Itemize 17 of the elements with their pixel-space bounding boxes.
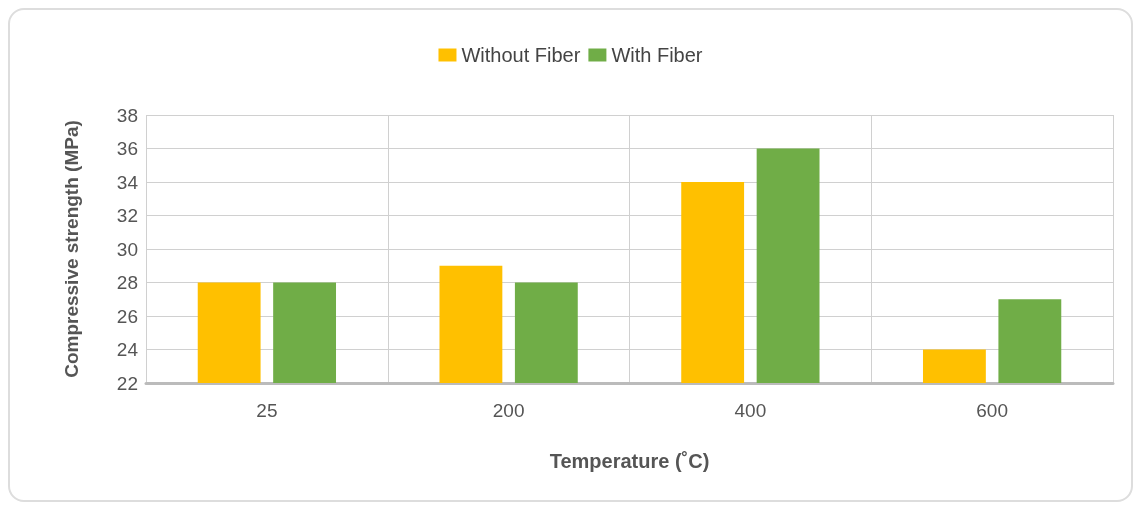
x-tick-label: 600 xyxy=(976,400,1008,421)
y-tick-label: 28 xyxy=(116,272,138,293)
y-tick-label: 32 xyxy=(116,205,138,226)
y-tick-label: 34 xyxy=(116,171,139,193)
y-tick-label: 26 xyxy=(116,305,138,327)
y-axis-title: Compressive strength (MPa) xyxy=(61,120,82,378)
x-axis-title: Temperature (˚C) xyxy=(549,450,710,472)
legend-label: Without Fiber xyxy=(461,44,581,66)
x-tick-label: 25 xyxy=(256,400,278,421)
y-tick-label: 24 xyxy=(116,339,139,360)
x-tick-label: 400 xyxy=(734,400,767,421)
y-tick-label: 30 xyxy=(116,238,138,260)
y-tick-label: 22 xyxy=(116,372,138,394)
y-tick-label: 38 xyxy=(116,104,138,126)
x-tick-label: 200 xyxy=(492,400,525,421)
legend-label: With Fiber xyxy=(611,44,703,66)
y-tick-label: 36 xyxy=(116,138,138,159)
